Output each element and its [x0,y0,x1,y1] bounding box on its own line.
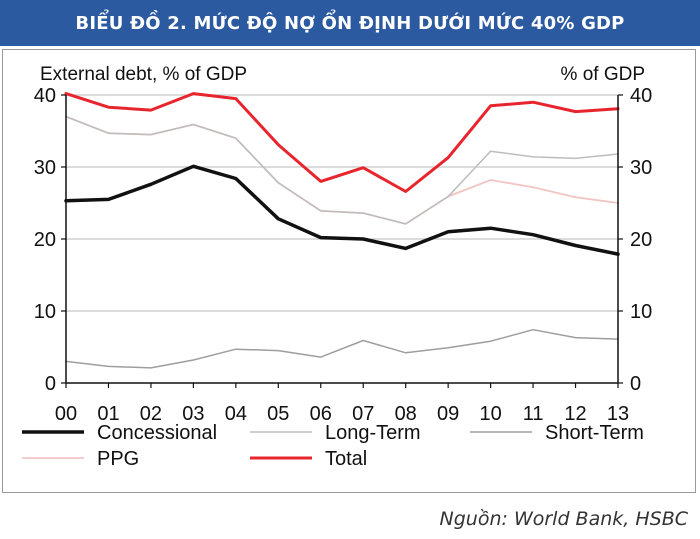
right-tick-label-30: 30 [630,157,652,179]
x-tick-label-00: 00 [55,403,77,425]
x-tick-label-07: 07 [352,403,374,425]
x-tick-label-09: 09 [437,403,459,425]
x-tick-label-11: 11 [523,403,544,425]
right-tick-label-20: 20 [630,229,652,251]
x-tick-label-12: 12 [564,403,586,425]
legend-label-ppg: PPG [97,448,139,470]
legend-label-concessional: Concessional [97,422,217,444]
right-axis-title: % of GDP [561,64,645,85]
x-tick-label-13: 13 [607,403,629,425]
right-tick-label-40: 40 [630,85,652,107]
left-tick-label-0: 0 [45,373,56,395]
x-tick-label-08: 08 [395,403,417,425]
legend-label-long-term: Long-Term [325,422,421,444]
x-tick-label-02: 02 [140,403,162,425]
chart-title: BIỂU ĐỒ 2. MỨC ĐỘ NỢ ỔN ĐỊNH DƯỚI MỨC 40… [75,12,625,34]
x-tick-label-10: 10 [479,403,501,425]
source-note: Nguồn: World Bank, HSBC [439,508,688,530]
left-tick-label-10: 10 [34,301,56,323]
chart-title-banner: BIỂU ĐỒ 2. MỨC ĐỘ NỢ ỔN ĐỊNH DƯỚI MỨC 40… [0,0,700,46]
x-tick-label-05: 05 [267,403,289,425]
left-tick-label-20: 20 [34,229,56,251]
x-tick-label-04: 04 [225,403,247,425]
series-line-ppg [65,115,619,225]
x-tick-label-01: 01 [97,403,119,425]
right-tick-label-10: 10 [630,301,652,323]
legend-label-total: Total [325,448,367,470]
series-line-concessional [64,164,620,256]
chart-frame [2,49,696,493]
left-tick-label-30: 30 [34,157,56,179]
right-tick-label-0: 0 [630,373,641,395]
series-line-short-term [65,328,619,369]
x-tick-label-03: 03 [182,403,204,425]
left-tick-label-40: 40 [34,85,56,107]
legend-label-short-term: Short-Term [545,422,644,444]
series-line-total [64,92,620,193]
series-line-long-term [65,115,619,225]
x-tick-label-06: 06 [310,403,332,425]
left-axis-title: External debt, % of GDP [40,64,247,85]
